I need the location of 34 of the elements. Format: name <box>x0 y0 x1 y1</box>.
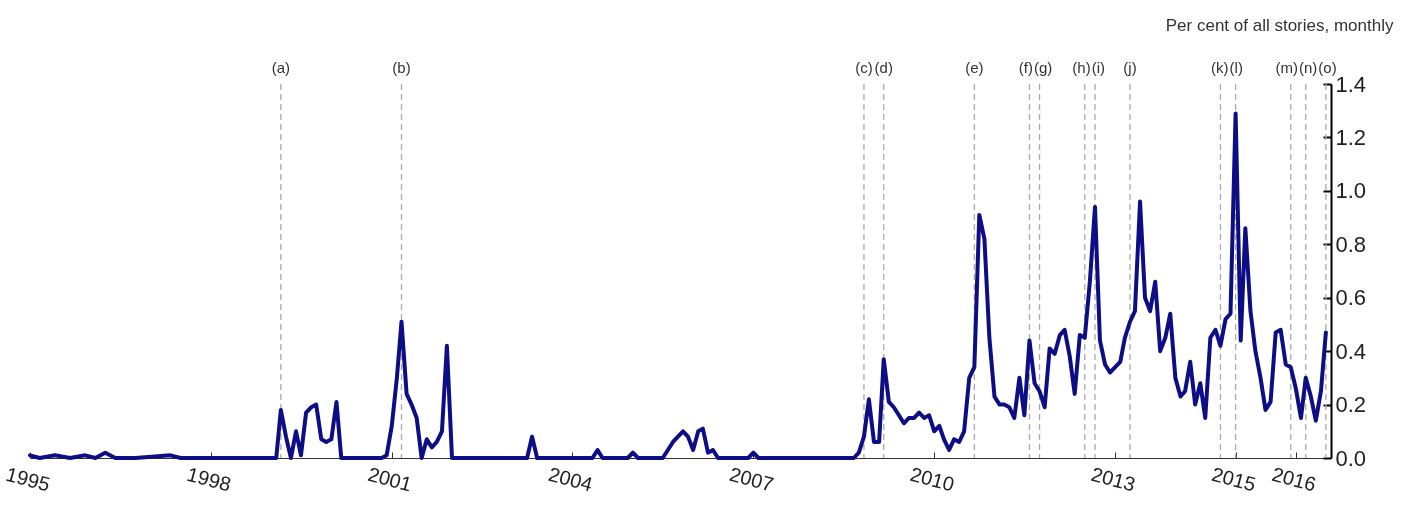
ref-line-label: (f) <box>1018 59 1033 76</box>
x-tick-label: 1995 <box>3 462 53 496</box>
y-tick-label: 1.0 <box>1335 178 1367 204</box>
ref-line-label: (a) <box>271 59 291 76</box>
y-tick-label: 0.0 <box>1335 445 1367 471</box>
x-tick-label: 2016 <box>1269 462 1319 496</box>
ref-line-label: (c) <box>855 59 873 76</box>
ref-line-label: (m) <box>1275 59 1298 76</box>
y-tick-label: 0.2 <box>1335 392 1367 418</box>
x-tick-label: 1998 <box>184 462 234 496</box>
line-series <box>28 111 1328 460</box>
x-tick-label: 2007 <box>727 462 776 496</box>
y-tick-label: 0.6 <box>1335 285 1367 311</box>
ref-line-label: (e) <box>965 59 984 76</box>
y-tick-label: 0.4 <box>1335 338 1367 364</box>
ref-line-label: (g) <box>1033 59 1053 76</box>
x-tick-label: 2013 <box>1088 462 1138 496</box>
ref-line-label: (k) <box>1211 59 1229 76</box>
ref-line-label: (i) <box>1091 59 1105 76</box>
ref-line-label: (o) <box>1318 59 1337 76</box>
ref-line-label: (n) <box>1298 59 1318 76</box>
ref-line-label: (l) <box>1229 59 1243 76</box>
x-tick-label: 2010 <box>908 462 957 496</box>
y-tick-label: 1.2 <box>1335 124 1367 150</box>
x-tick-label: 2001 <box>365 462 415 496</box>
y-tick-label: 1.4 <box>1335 71 1367 97</box>
x-tick-label: 2004 <box>546 462 595 496</box>
x-tick-label: 2015 <box>1209 462 1259 496</box>
ref-line-label: (h) <box>1072 59 1091 76</box>
ref-line-label: (d) <box>874 59 893 76</box>
y-axis-title: Per cent of all stories, monthly <box>1165 15 1394 35</box>
y-tick-label: 0.8 <box>1335 231 1367 257</box>
ref-line-label: (b) <box>392 59 411 76</box>
ref-line-label: (j) <box>1123 59 1137 76</box>
